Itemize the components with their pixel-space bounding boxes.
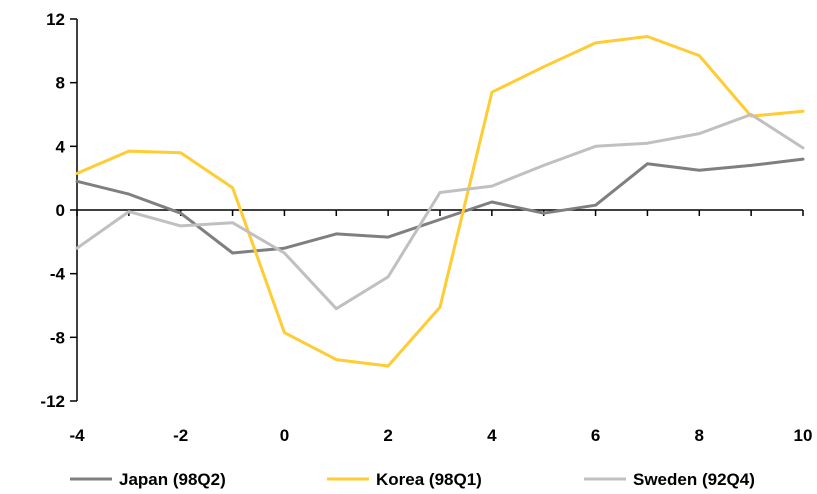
x-ticks: -4 -2 0 2 4 6 8 10 bbox=[69, 210, 812, 445]
series-line-korea bbox=[75, 35, 805, 368]
legend-label: Japan (98Q2) bbox=[119, 470, 226, 489]
y-tick-label: 8 bbox=[56, 74, 65, 93]
y-tick-label: -4 bbox=[50, 265, 66, 284]
x-tick-label: -4 bbox=[69, 426, 85, 445]
y-ticks: 12 8 4 0 -4 -8 -12 bbox=[40, 10, 77, 411]
legend-label: Sweden (92Q4) bbox=[633, 470, 755, 489]
y-tick-label: -8 bbox=[50, 328, 65, 347]
y-tick-label: -12 bbox=[40, 392, 65, 411]
series-line-sweden bbox=[75, 113, 805, 311]
x-tick-label: 10 bbox=[794, 426, 813, 445]
legend: Japan (98Q2) Korea (98Q1) Sweden (92Q4) bbox=[70, 470, 755, 489]
legend-label: Korea (98Q1) bbox=[376, 470, 482, 489]
x-tick-label: 4 bbox=[487, 426, 497, 445]
x-tick-label: 6 bbox=[591, 426, 600, 445]
y-tick-label: 12 bbox=[46, 10, 65, 29]
x-tick-label: 2 bbox=[383, 426, 392, 445]
series-line-japan bbox=[75, 157, 805, 255]
x-tick-label: 8 bbox=[695, 426, 704, 445]
x-tick-label: -2 bbox=[173, 426, 188, 445]
x-tick-label: 0 bbox=[280, 426, 289, 445]
y-tick-label: 4 bbox=[56, 137, 66, 156]
series-layer bbox=[75, 35, 805, 368]
y-tick-label: 0 bbox=[56, 201, 65, 220]
